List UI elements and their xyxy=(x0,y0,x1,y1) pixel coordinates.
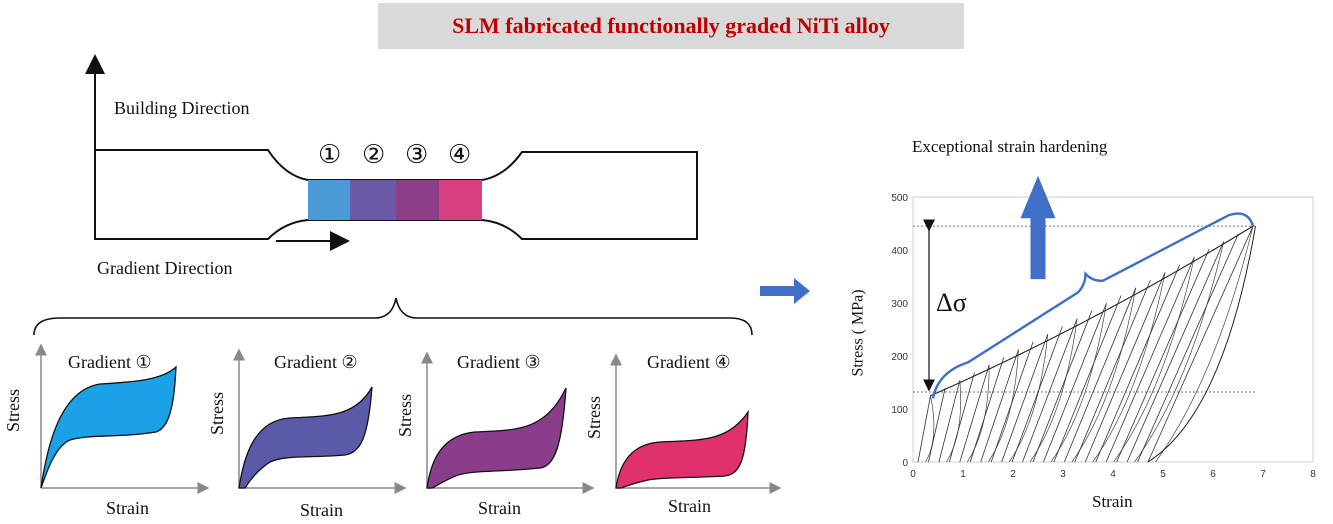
gradient-plot-3-ylabel: Stress xyxy=(395,393,416,438)
x-tick-label: 8 xyxy=(1310,469,1316,480)
y-tick-label: 200 xyxy=(891,352,908,363)
gradient-zone-3 xyxy=(396,180,439,220)
loading-line xyxy=(1063,287,1137,463)
loading-line xyxy=(1053,295,1122,463)
title-banner: SLM fabricated functionally graded NiTi … xyxy=(378,3,964,49)
loading-line xyxy=(948,372,975,463)
gradient-plot-3 xyxy=(421,351,595,494)
loading-line xyxy=(1137,233,1239,463)
y-tick-label: 300 xyxy=(891,299,908,310)
loading-line xyxy=(938,380,961,463)
gradient-plot-1-xlabel: Strain xyxy=(106,498,149,518)
zone-label-1: ① xyxy=(318,140,342,170)
unloading-curve xyxy=(1134,241,1225,463)
envelope-curve xyxy=(930,225,1254,397)
loading-line xyxy=(1105,256,1195,463)
gradient-plot-2 xyxy=(233,348,407,494)
loading-line xyxy=(1043,303,1107,463)
gradient-plot-2-title: Gradient ② xyxy=(274,352,358,372)
gradient-plot-2-ylabel: Stress xyxy=(207,391,228,436)
gradient-plot-4-xlabel: Strain xyxy=(668,496,711,516)
unloading-curve xyxy=(1029,318,1078,463)
gradient-plot-1-ylabel: Stress xyxy=(3,388,24,433)
unloading-curve xyxy=(1155,226,1254,463)
gradient-plot-3-title: Gradient ③ xyxy=(457,352,541,372)
x-tick-label: 3 xyxy=(1060,469,1066,480)
plot-frame xyxy=(912,196,1314,463)
x-tick-label: 5 xyxy=(1160,469,1166,480)
loading-line xyxy=(1116,249,1210,463)
gradient-plot-4 xyxy=(610,353,782,494)
gradient-plot-4-ylabel: Stress xyxy=(584,395,605,440)
unloading-curve xyxy=(1092,272,1166,463)
stress-strain-chart: 0 1 2 3 4 5 6 7 8 0 100 200 300 400 500 xyxy=(891,175,1316,480)
zone-label-3: ③ xyxy=(405,140,429,170)
arrow-to-chart-icon xyxy=(760,278,810,304)
gradient-zone-1 xyxy=(308,180,350,220)
y-tick-label: 0 xyxy=(902,458,908,469)
loading-line xyxy=(1095,264,1181,463)
y-tick-label: 500 xyxy=(891,193,908,204)
gradient-plot-1 xyxy=(35,343,210,494)
delta-sigma-label: Δσ xyxy=(936,288,967,317)
y-tick-label: 100 xyxy=(891,405,908,416)
loading-line xyxy=(1147,225,1254,463)
unloading-curve xyxy=(1113,256,1195,463)
hardening-brace xyxy=(931,212,1255,399)
x-tick-label: 1 xyxy=(960,469,966,480)
gradient-plot-1-title: Gradient ① xyxy=(68,352,152,372)
loading-line xyxy=(959,364,990,463)
loading-line xyxy=(917,395,931,463)
loading-line xyxy=(969,357,1005,463)
loading-line xyxy=(1022,318,1078,463)
loading-line xyxy=(1074,279,1151,463)
x-tick-label: 6 xyxy=(1210,469,1216,480)
unloading-curve xyxy=(925,395,935,463)
loading-line xyxy=(1032,310,1093,463)
x-tick-label: 4 xyxy=(1110,469,1116,480)
gradient-plot-2-xlabel: Strain xyxy=(300,500,343,520)
curly-brace xyxy=(33,297,753,336)
gradient-direction-label: Gradient Direction xyxy=(97,258,233,278)
x-tick-label: 0 xyxy=(910,469,916,480)
figure-title: SLM fabricated functionally graded NiTi … xyxy=(452,13,890,38)
loading-line xyxy=(1001,333,1049,463)
loading-line xyxy=(928,387,946,463)
main-chart-ylabel: Stress ( MPa) xyxy=(849,289,867,377)
strain-hardening-annotation: Exceptional strain hardening xyxy=(912,137,1108,156)
loading-line xyxy=(1126,241,1225,463)
loading-line xyxy=(1011,326,1063,463)
zone-label-2: ② xyxy=(362,140,386,170)
specimen-outline xyxy=(94,149,698,240)
gradient-zone-2 xyxy=(350,180,396,220)
x-tick-label: 2 xyxy=(1010,469,1016,480)
y-tick-label: 400 xyxy=(891,246,908,257)
final-unloading-curve xyxy=(1147,226,1256,463)
zone-label-4: ④ xyxy=(448,140,472,170)
x-tick-label: 7 xyxy=(1260,469,1266,480)
gradient-plot-4-title: Gradient ④ xyxy=(647,352,731,372)
up-arrow-icon xyxy=(1020,175,1056,280)
loading-line xyxy=(980,349,1019,463)
main-chart-xlabel: Strain xyxy=(1092,492,1133,511)
building-direction-label: Building Direction xyxy=(114,98,250,118)
gradient-zone-4 xyxy=(439,180,482,220)
loading-line xyxy=(990,341,1034,463)
unloading-curve xyxy=(1050,303,1107,463)
loading-line xyxy=(1084,272,1166,463)
gradient-plot-3-xlabel: Strain xyxy=(478,498,521,518)
unloading-curve xyxy=(946,380,962,463)
unloading-curve xyxy=(1071,287,1137,463)
unloading-curve xyxy=(987,349,1019,463)
